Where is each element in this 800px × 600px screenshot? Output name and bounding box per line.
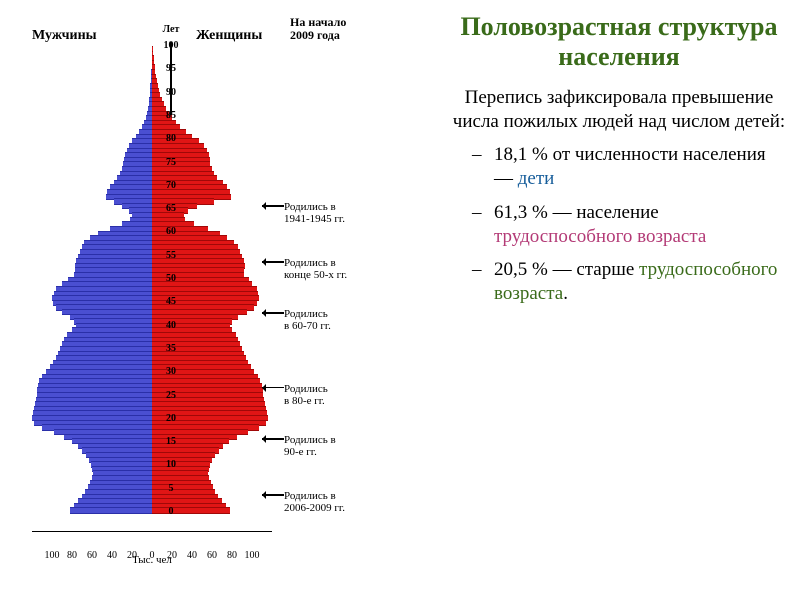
annotation: Родилисьв 60-70 гг.: [284, 308, 434, 332]
annotation: Родились в90-е гг.: [284, 434, 434, 458]
y-axis-unit: Лет: [163, 24, 180, 35]
bullet-list: 18,1 % от численности населения — дети 61…: [450, 143, 788, 306]
pyramid-bars: [32, 46, 272, 512]
page-subtitle: Перепись зафиксировала превышение числа …: [450, 86, 788, 134]
x-axis: [32, 531, 272, 532]
page-title: Половозрастная структура населения: [450, 12, 788, 72]
bullet-item: 61,3 % — население трудоспособного возра…: [470, 201, 788, 249]
annotations: Родились в1941-1945 гг. Родились вконце 5…: [284, 42, 434, 512]
annotation: Родились в1941-1945 гг.: [284, 201, 434, 225]
annotation: Родились вконце 50-х гг.: [284, 257, 434, 281]
annotation: Родились в2006-2009 гг.: [284, 490, 434, 514]
bullet-item: 18,1 % от численности населения — дети: [470, 143, 788, 191]
pyramid-area: Лет 100959085807570656055504540353025201…: [32, 42, 272, 512]
population-pyramid-chart: Мужчины Женщины На начало 2009 года Лет …: [12, 12, 432, 572]
annotation: Родилисьв 80-е гг.: [284, 383, 434, 407]
x-axis-unit: Тыс. чел: [32, 554, 272, 566]
date-note: На начало 2009 года: [290, 16, 346, 42]
bullet-item: 20,5 % — старше трудоспособного возраста…: [470, 258, 788, 306]
